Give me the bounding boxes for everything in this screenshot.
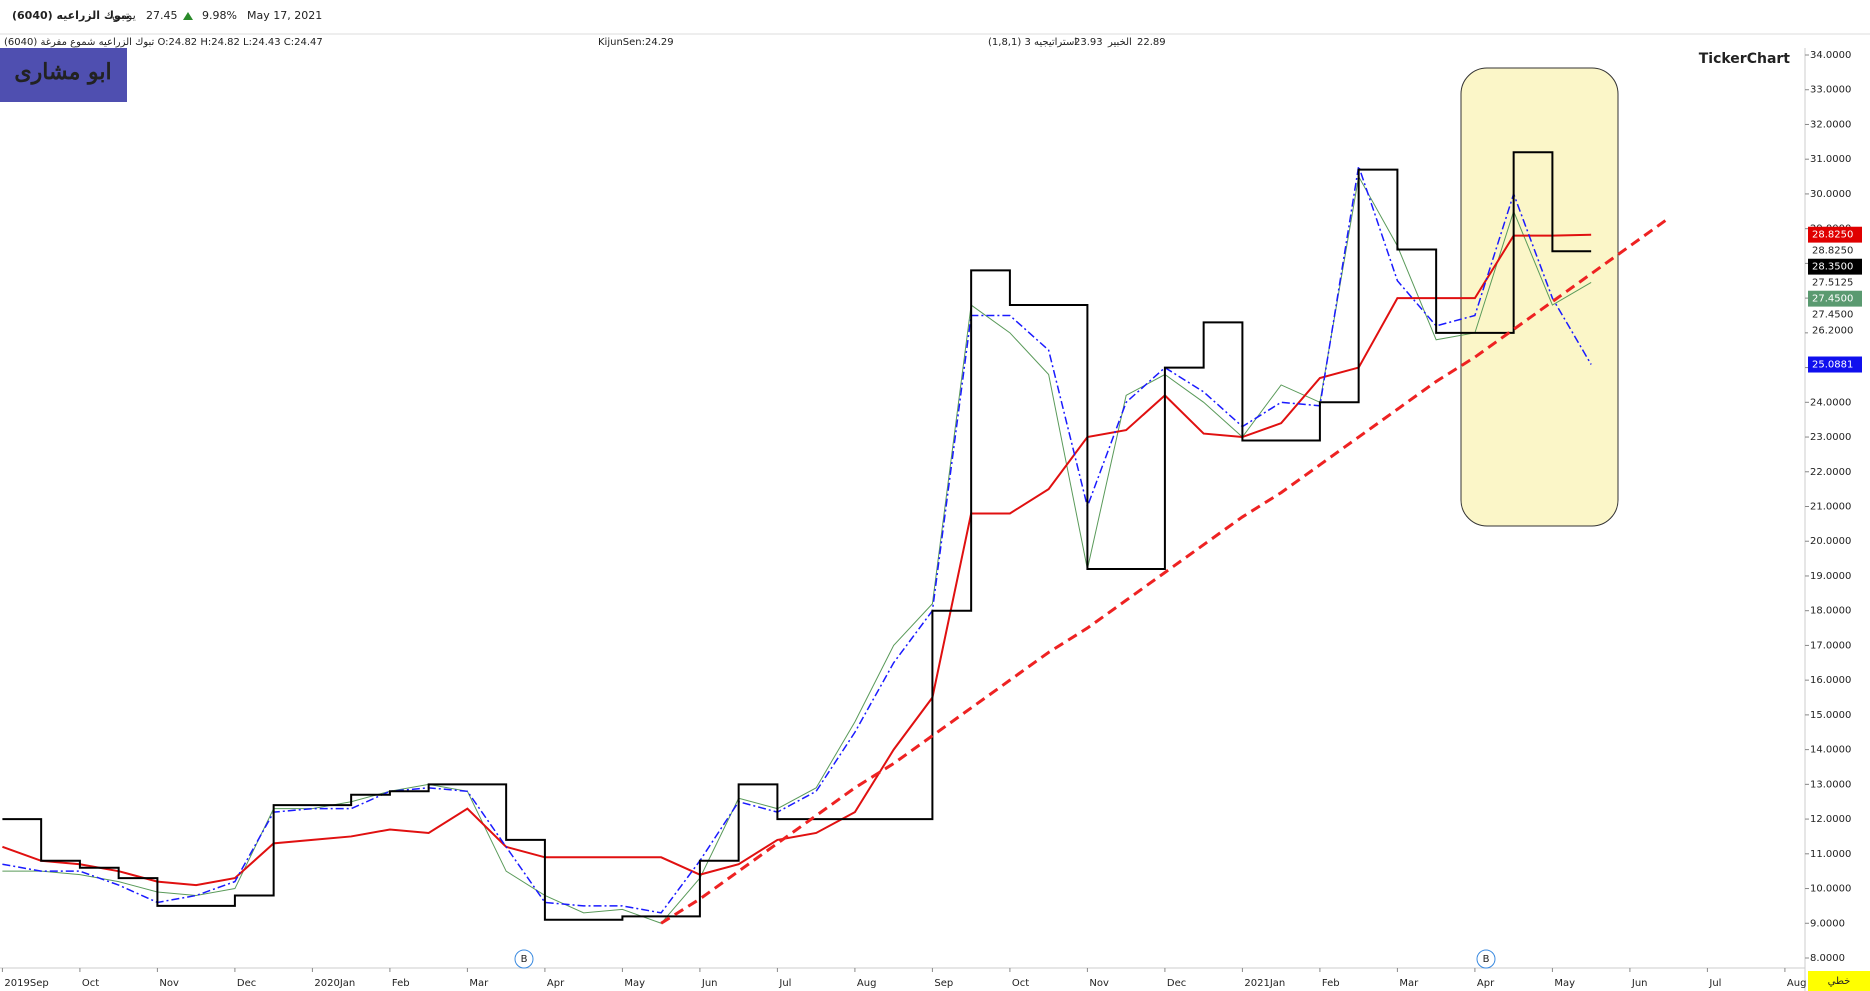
mode-label: خطي (1828, 976, 1851, 987)
y-tick-label: 8.0000 (1810, 953, 1845, 964)
x-tick-label: Mar (1399, 978, 1419, 989)
x-tick-label: Nov (1089, 978, 1109, 989)
highlight-box (1460, 67, 1619, 527)
y-tick-label: 9.0000 (1810, 918, 1845, 929)
x-tick-label: 2019Sep (4, 978, 48, 989)
x-tick-label: Aug (1787, 978, 1807, 989)
x-tick-label: Jun (701, 978, 718, 989)
mode-box[interactable] (1808, 971, 1870, 991)
strategy-value: 23.93 (1074, 37, 1103, 48)
series-line (2, 151, 1592, 921)
x-tick-label: Aug (857, 978, 877, 989)
x-tick-label: 2020Jan (314, 978, 355, 989)
stock-name: (6040) تبوك الزراعيه (12, 9, 129, 22)
price-marker-label: 26.2000 (1812, 326, 1853, 337)
x-tick-label: Nov (159, 978, 179, 989)
y-tick-label: 17.0000 (1810, 640, 1851, 651)
x-tick-label: Feb (392, 978, 410, 989)
y-tick-label: 20.0000 (1810, 536, 1851, 547)
signal[interactable] (514, 949, 534, 969)
badge-text: ابو مشارى (14, 59, 111, 85)
x-tick-label: Dec (237, 978, 256, 989)
expert-label: الخبير (1107, 37, 1132, 48)
x-tick-label: 2021Jan (1244, 978, 1285, 989)
y-tick-label: 16.0000 (1810, 675, 1851, 686)
x-tick-label: May (624, 978, 645, 989)
x-tick-label: Apr (1477, 978, 1495, 989)
date: May 17, 2021 (247, 9, 322, 22)
y-tick-label: 22.0000 (1810, 467, 1851, 478)
strategy-label: (1,8,1) استراتيجيه 3 (988, 37, 1077, 48)
price-marker (1808, 322, 1862, 339)
x-tick-label: Mar (469, 978, 489, 989)
price-marker (1808, 274, 1862, 291)
signal-label: B (1483, 954, 1490, 965)
x-tick-label: Jul (1708, 978, 1721, 989)
y-tick-label: 14.0000 (1810, 745, 1851, 756)
change: 9.98% (202, 9, 237, 22)
price: 27.45 (146, 9, 178, 22)
series-line (2, 165, 1592, 914)
price-marker-label: 27.4500 (1812, 294, 1853, 305)
y-tick-label: 13.0000 (1810, 779, 1851, 790)
y-tick-label: 23.0000 (1810, 432, 1851, 443)
price-marker (1808, 258, 1862, 275)
x-tick-label: Jun (1631, 978, 1648, 989)
price-marker-label: 28.3500 (1812, 262, 1853, 273)
y-tick-label: 19.0000 (1810, 571, 1851, 582)
y-tick-label: 12.0000 (1810, 814, 1851, 825)
price-marker-label: 27.5125 (1812, 278, 1853, 289)
series-line (2, 233, 1592, 887)
kijun-label: KijunSen:24.29 (598, 37, 674, 48)
series-line (660, 217, 1670, 925)
y-tick-label: 24.0000 (1810, 397, 1851, 408)
price-marker-label: 28.8250 (1812, 246, 1853, 257)
x-tick-label: Oct (82, 978, 99, 989)
price-marker (1808, 356, 1862, 373)
expert-value: 22.89 (1137, 37, 1166, 48)
x-tick-label: Sep (934, 978, 953, 989)
x-tick-label: Dec (1167, 978, 1186, 989)
y-tick-label: 33.0000 (1810, 85, 1851, 96)
price-marker (1808, 226, 1862, 243)
y-tick-label: 31.0000 (1810, 154, 1851, 165)
y-tick-label: 18.0000 (1810, 606, 1851, 617)
price-marker (1808, 306, 1862, 323)
badge (0, 48, 127, 102)
series-line (2, 175, 1592, 924)
signal[interactable] (1476, 949, 1496, 969)
price-marker (1808, 290, 1862, 307)
x-tick-label: Apr (547, 978, 565, 989)
up-arrow (183, 12, 193, 20)
price-marker-label: 27.4500 (1812, 310, 1853, 321)
ohlc: تبوك الزراعيه شموع مفرغة (6040) O:24.82 … (4, 37, 323, 48)
price-marker-label: 25.0881 (1812, 360, 1853, 371)
price-marker (1808, 242, 1862, 259)
x-tick-label: May (1554, 978, 1575, 989)
price-marker-label: 28.8250 (1812, 230, 1853, 241)
y-tick-label: 21.0000 (1810, 502, 1851, 513)
x-tick-label: Feb (1322, 978, 1340, 989)
x-tick-label: Jul (778, 978, 791, 989)
x-tick-label: Oct (1012, 978, 1029, 989)
y-tick-label: 34.0000 (1810, 50, 1851, 61)
y-tick-label: 30.0000 (1810, 189, 1851, 200)
brand: TickerChart (1699, 51, 1791, 67)
y-tick-label: 32.0000 (1810, 119, 1851, 130)
period: يومي (112, 9, 136, 22)
y-tick-label: 11.0000 (1810, 849, 1851, 860)
y-tick-label: 10.0000 (1810, 884, 1851, 895)
y-tick-label: 15.0000 (1810, 710, 1851, 721)
signal-label: B (521, 954, 528, 965)
